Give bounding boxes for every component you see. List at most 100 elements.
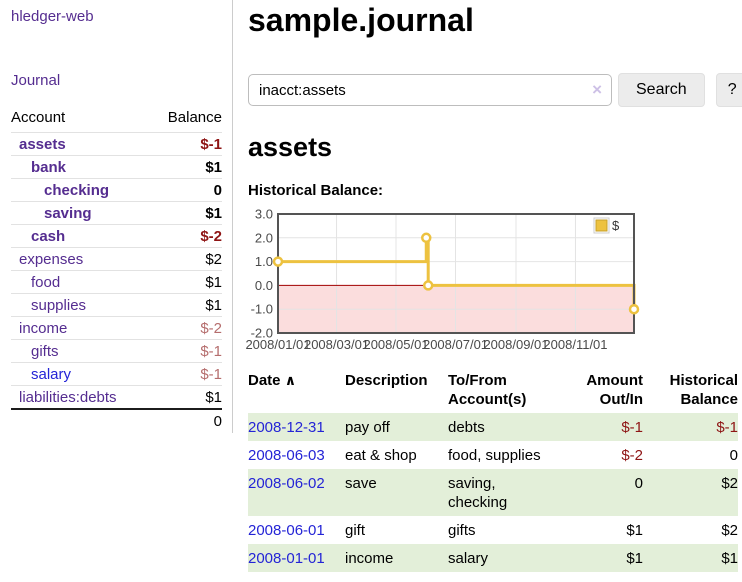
main-content: sample.journal × Search ? assets Histori… <box>245 0 742 572</box>
register-description: gift <box>345 522 366 539</box>
historical-balance-chart: $3.0 2.0 1.0 0.0 -1.0 -2.0 2008/01/01 2008/03/0… <box>238 206 742 356</box>
account-balance: $1 <box>150 385 222 409</box>
register-description: save <box>345 475 377 492</box>
nav-journal-link[interactable]: Journal <box>11 72 61 89</box>
account-balance: $1 <box>150 155 222 179</box>
sidebar-account-salary[interactable]: salary <box>31 366 72 383</box>
register-row: 2008-06-02 save saving, checking 0 $2 <box>248 469 738 516</box>
page-title: sample.journal <box>248 2 474 38</box>
svg-text:1.0: 1.0 <box>255 254 273 269</box>
account-row: cash $-2 <box>11 224 222 248</box>
register-balance: $1 <box>721 550 738 567</box>
account-row: liabilities:debts $1 <box>11 385 222 409</box>
register-header-date[interactable]: Date ∧ <box>248 372 297 389</box>
svg-text:-1.0: -1.0 <box>251 302 273 317</box>
register-accounts: food, supplies <box>448 447 541 464</box>
svg-text:2008/07/01: 2008/07/01 <box>423 337 488 352</box>
register-accounts: gifts <box>448 522 476 539</box>
brand-link[interactable]: hledger-web <box>11 8 94 25</box>
register-header-description: Description <box>345 372 428 389</box>
sidebar-account-assets[interactable]: assets <box>19 136 66 153</box>
sidebar-account-saving[interactable]: saving <box>44 205 92 222</box>
register-balance: $2 <box>721 475 738 492</box>
account-balance: $1 <box>150 270 222 294</box>
chart-heading: Historical Balance: <box>248 182 384 199</box>
sidebar-account-income[interactable]: income <box>19 320 68 337</box>
register-date-link[interactable]: 2008-01-01 <box>248 550 325 567</box>
search-form: × Search ? <box>248 73 742 107</box>
register-row: 2008-06-03 eat & shop food, supplies $-2… <box>248 441 738 469</box>
register-amount: $-1 <box>621 419 643 436</box>
svg-text:3.0: 3.0 <box>255 207 273 222</box>
search-input[interactable] <box>248 74 612 106</box>
account-row: income $-2 <box>11 316 222 340</box>
account-row: salary $-1 <box>11 362 222 386</box>
register-balance: $-1 <box>716 419 738 436</box>
sidebar-account-expenses[interactable]: expenses <box>19 251 84 268</box>
svg-text:2008/01/01: 2008/01/01 <box>245 337 310 352</box>
register-amount: $1 <box>626 522 643 539</box>
register-table: Date ∧ Description To/From Account(s) Am… <box>248 369 738 572</box>
register-balance: 0 <box>729 447 738 464</box>
register-accounts: debts <box>448 419 485 436</box>
accounts-table: Account Balance assets $-1 bank $1 check… <box>11 109 222 432</box>
sidebar-account-supplies[interactable]: supplies <box>31 297 87 314</box>
sidebar-account-cash[interactable]: cash <box>31 228 66 245</box>
register-description: pay off <box>345 419 390 436</box>
register-header-balance: Historical Balance <box>669 372 738 408</box>
svg-text:$: $ <box>612 218 620 233</box>
accounts-total-balance: 0 <box>150 408 222 432</box>
account-balance: $-2 <box>150 224 222 248</box>
account-balance: $-1 <box>150 362 222 386</box>
register-description: eat & shop <box>345 447 417 464</box>
register-date-link[interactable]: 2008-12-31 <box>248 419 325 436</box>
svg-text:2008/11/01: 2008/11/01 <box>543 337 607 352</box>
register-row: 2008-12-31 pay off debts $-1 $-1 <box>248 413 738 441</box>
sidebar-account-checking[interactable]: checking <box>44 182 110 199</box>
register-header-amount: Amount Out/In <box>586 372 643 408</box>
svg-text:2.0: 2.0 <box>255 230 273 245</box>
accounts-header-balance: Balance <box>167 109 222 126</box>
account-row: expenses $2 <box>11 247 222 271</box>
search-button[interactable]: Search <box>618 73 705 107</box>
account-balance: 0 <box>150 178 222 202</box>
register-description: income <box>345 550 394 567</box>
register-date-link[interactable]: 2008-06-01 <box>248 522 325 539</box>
svg-text:2008/03/01: 2008/03/01 <box>304 337 369 352</box>
account-balance: $1 <box>150 201 222 225</box>
svg-text:-2.0: -2.0 <box>251 326 273 341</box>
register-amount: $-2 <box>621 447 643 464</box>
register-balance: $2 <box>721 522 738 539</box>
register-amount: $1 <box>626 550 643 567</box>
account-row: gifts $-1 <box>11 339 222 363</box>
account-title: assets <box>248 132 333 162</box>
sidebar-account-bank[interactable]: bank <box>31 159 67 176</box>
svg-text:0.0: 0.0 <box>255 278 273 293</box>
sidebar-account-liabilities-debts[interactable]: liabilities:debts <box>19 389 117 406</box>
help-button[interactable]: ? <box>715 73 742 107</box>
sidebar-account-food[interactable]: food <box>31 274 61 291</box>
account-row: bank $1 <box>11 155 222 179</box>
register-date-link[interactable]: 2008-06-02 <box>248 475 325 492</box>
clear-search-icon[interactable]: × <box>592 80 602 99</box>
sidebar: hledger-web Journal Account Balance asse… <box>0 0 233 433</box>
register-date-link[interactable]: 2008-06-03 <box>248 447 325 464</box>
register-row: 2008-01-01 income salary $1 $1 <box>248 544 738 572</box>
account-row: food $1 <box>11 270 222 294</box>
register-header-tofrom: To/From Account(s) <box>448 372 527 408</box>
account-balance: $2 <box>150 247 222 271</box>
account-row: assets $-1 <box>11 132 222 156</box>
sort-asc-icon: ∧ <box>284 372 297 388</box>
accounts-header-account: Account <box>11 109 66 126</box>
svg-text:2008/05/01: 2008/05/01 <box>363 337 428 352</box>
sidebar-account-gifts[interactable]: gifts <box>31 343 59 360</box>
account-balance: $-1 <box>150 132 222 156</box>
accounts-header-row: Account Balance <box>11 109 222 133</box>
register-header-row: Date ∧ Description To/From Account(s) Am… <box>248 369 738 413</box>
register-accounts: saving, checking <box>448 475 508 511</box>
register-accounts: salary <box>448 550 489 567</box>
account-balance: $1 <box>150 293 222 317</box>
account-balance: $-2 <box>150 316 222 340</box>
register-amount: 0 <box>634 475 643 492</box>
